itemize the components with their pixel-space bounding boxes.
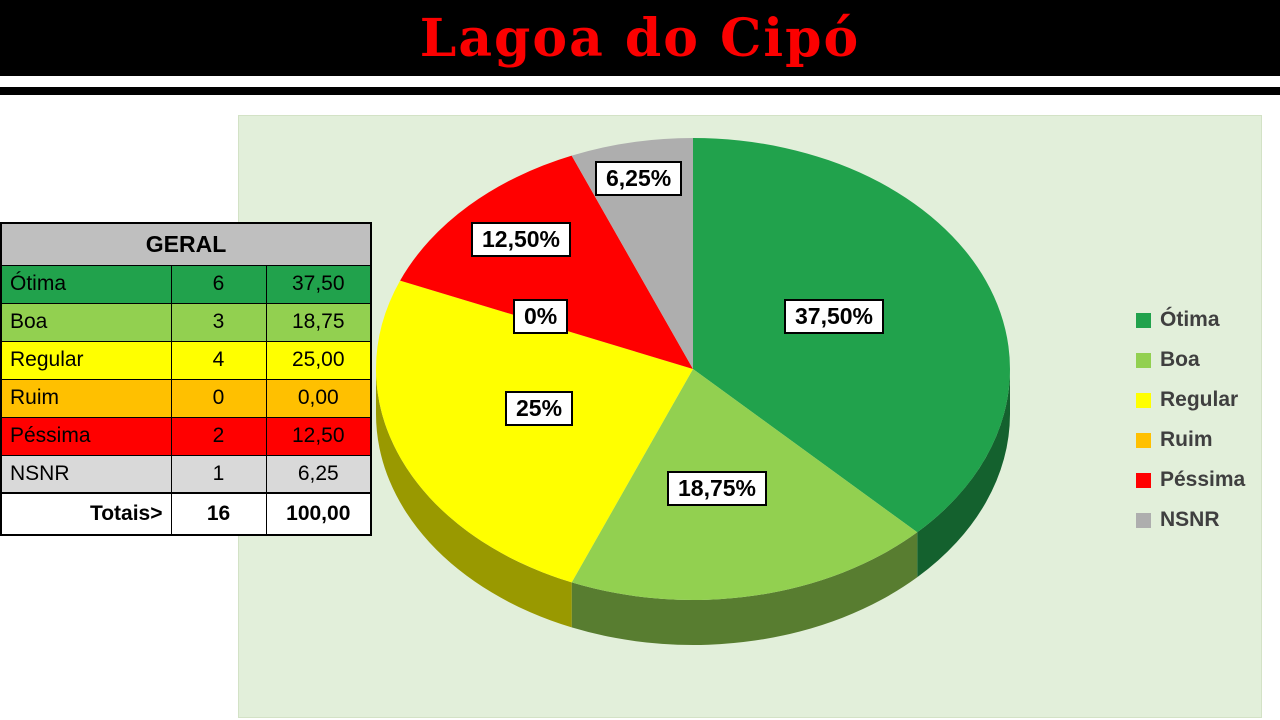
slice-label: 12,50% xyxy=(471,222,572,257)
legend-swatch-icon xyxy=(1136,432,1151,448)
legend-item: Boa xyxy=(1136,340,1245,380)
table-row: Ótima 6 37,50 xyxy=(0,264,372,304)
table-header-row: GERAL xyxy=(0,222,372,266)
chart-legend: Ótima Boa Regular Ruim Péssima NSNR xyxy=(1136,300,1245,540)
table-cell: 2 xyxy=(170,416,267,456)
table-cell: Ruim xyxy=(0,378,172,418)
pie-slice xyxy=(400,155,693,369)
table-header: GERAL xyxy=(0,222,372,266)
table-cell: 18,75 xyxy=(265,302,372,342)
title-bar: Lagoa do Cipó xyxy=(0,0,1280,76)
legend-label: Regular xyxy=(1160,388,1239,411)
table-cell: 1 xyxy=(170,454,267,494)
legend-label: Ruim xyxy=(1160,428,1213,451)
table-cell: 0 xyxy=(170,378,267,418)
page-title: Lagoa do Cipó xyxy=(419,7,861,69)
legend-label: NSNR xyxy=(1160,508,1220,531)
legend-swatch-icon xyxy=(1136,472,1151,488)
table-row: Ruim 0 0,00 xyxy=(0,378,372,418)
title-divider xyxy=(0,87,1280,95)
legend-item: Péssima xyxy=(1136,460,1245,500)
slice-label: 0% xyxy=(513,299,569,334)
slice-label: 6,25% xyxy=(595,161,683,196)
legend-swatch-icon xyxy=(1136,392,1151,408)
slice-label: 18,75% xyxy=(667,471,768,506)
table-cell: Regular xyxy=(0,340,172,380)
pie-slice xyxy=(375,280,693,583)
totals-label: Totais> xyxy=(0,492,172,536)
legend-swatch-icon xyxy=(1136,312,1151,328)
table-cell: 37,50 xyxy=(265,264,372,304)
table-cell: Péssima xyxy=(0,416,172,456)
pie-slice-side xyxy=(376,369,572,628)
table-cell: 0,00 xyxy=(265,378,372,418)
table-row: Regular 4 25,00 xyxy=(0,340,372,380)
table-cell: 6 xyxy=(170,264,267,304)
pie-slice-side xyxy=(917,369,1010,578)
legend-swatch-icon xyxy=(1136,352,1151,368)
table-cell: 4 xyxy=(170,340,267,380)
table-cell: 3 xyxy=(170,302,267,342)
table-cell: Ótima xyxy=(0,264,172,304)
legend-item: Regular xyxy=(1136,380,1245,420)
pie-slice xyxy=(693,138,1010,533)
legend-item: NSNR xyxy=(1136,500,1245,540)
totals-row: Totais> 16 100,00 xyxy=(0,492,372,536)
pie-slice-side xyxy=(571,532,918,645)
table-row: NSNR 1 6,25 xyxy=(0,454,372,494)
slice-label: 37,50% xyxy=(784,299,885,334)
table-row: Péssima 2 12,50 xyxy=(0,416,372,456)
totals-count: 16 xyxy=(170,492,267,536)
legend-item: Ruim xyxy=(1136,420,1245,460)
legend-label: Ótima xyxy=(1160,308,1220,331)
legend-item: Ótima xyxy=(1136,300,1245,340)
legend-swatch-icon xyxy=(1136,512,1151,528)
totals-pct: 100,00 xyxy=(265,492,372,536)
table-row: Boa 3 18,75 xyxy=(0,302,372,342)
pie-chart xyxy=(375,138,1010,645)
table-cell: NSNR xyxy=(0,454,172,494)
table-cell: Boa xyxy=(0,302,172,342)
legend-label: Péssima xyxy=(1160,468,1246,491)
chart-panel: 37,50% 18,75% 25% 0% 12,50% 6,25% Ótima Boa Reg… xyxy=(238,115,1262,718)
table-cell: 25,00 xyxy=(265,340,372,380)
geral-table: GERAL Ótima 6 37,50 Boa 3 18,75 Regular 4 25,00 R… xyxy=(0,222,373,536)
table-cell: 6,25 xyxy=(265,454,372,494)
legend-label: Boa xyxy=(1160,348,1200,371)
table-cell: 12,50 xyxy=(265,416,372,456)
slice-label: 25% xyxy=(505,391,574,426)
